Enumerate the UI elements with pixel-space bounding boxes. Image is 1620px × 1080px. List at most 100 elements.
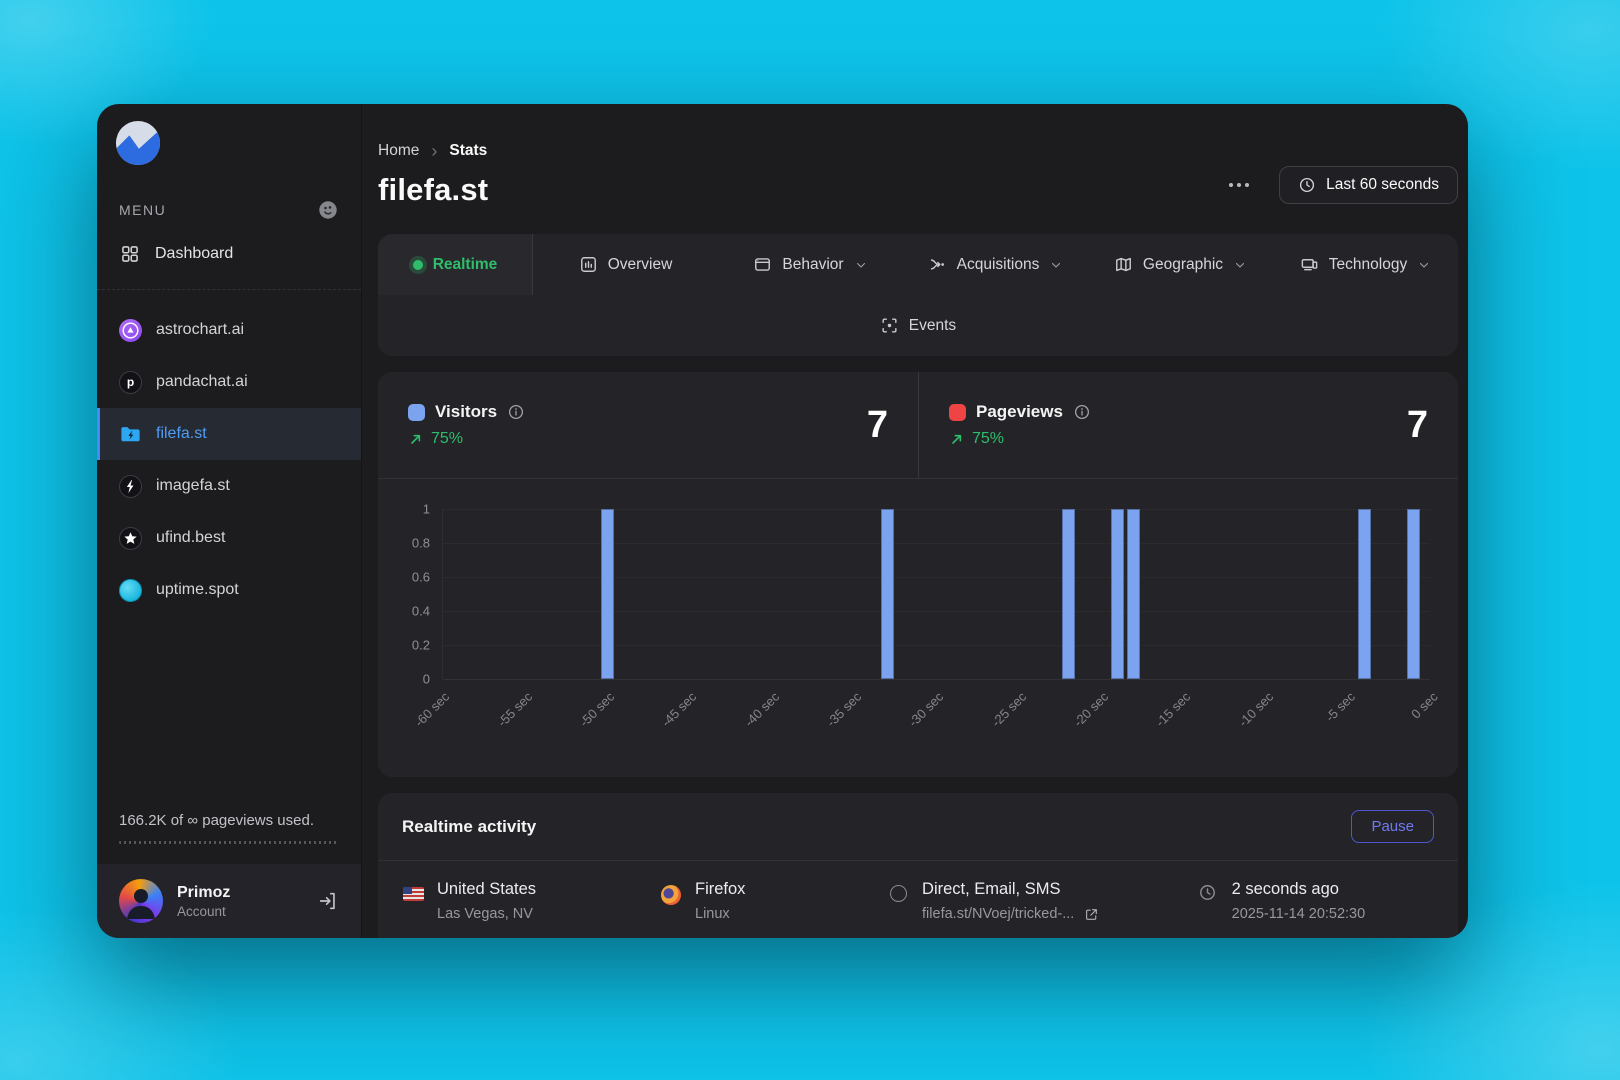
tab-events[interactable]: Events (880, 295, 956, 356)
y-tick-label: 0.2 (411, 637, 430, 653)
tabs-panel: Realtime Overview Behavior Acquisitions Geog… (378, 234, 1458, 356)
visitors-value: 7 (866, 403, 888, 446)
pause-button[interactable]: Pause (1351, 810, 1434, 843)
time-range-label: Last 60 seconds (1326, 176, 1439, 193)
tab-technology[interactable]: Technology (1273, 234, 1458, 295)
realtime-bar-chart: 1 0.8 0.6 0.4 0.2 0 -60 sec -55 sec -50 sec -45 … (378, 479, 1458, 777)
chart-plot-area (442, 509, 1430, 680)
external-link-icon[interactable] (1084, 907, 1099, 922)
overview-icon (579, 255, 598, 274)
gridline (443, 645, 1430, 646)
clock-icon (1300, 177, 1315, 193)
site-label: filefa.st (156, 425, 207, 442)
pageviews-trend: 75% (972, 430, 1005, 447)
chart-bar[interactable] (1110, 509, 1124, 679)
user-name: Primoz (177, 883, 231, 901)
sidebar: MENU Dashboard astrochart.ai p pandachat.a… (97, 104, 362, 938)
time-range-button[interactable]: Last 60 seconds (1279, 166, 1458, 204)
page-title: filefa.st (378, 172, 489, 207)
uptime-icon (119, 578, 142, 602)
activity-subvalue[interactable]: filefa.st/NVoej/tricked-... (922, 906, 1099, 922)
technology-icon (1300, 255, 1319, 274)
tab-realtime[interactable]: Realtime (378, 234, 533, 295)
tab-label: Technology (1328, 255, 1408, 273)
tab-overview[interactable]: Overview (533, 234, 718, 295)
tab-label: Realtime (432, 255, 498, 273)
chevron-down-icon (1233, 258, 1247, 272)
site-label: uptime.spot (156, 581, 239, 598)
tab-behavior[interactable]: Behavior (718, 234, 903, 295)
visitors-swatch (408, 403, 425, 421)
realtime-activity-card: Realtime activity Pause United States Las… (378, 793, 1458, 938)
activity-subtext: 2025-11-14 20:52:30 (1231, 906, 1366, 922)
tab-label: Events (908, 316, 957, 334)
chart-bar[interactable] (601, 509, 614, 679)
imagefa-icon (119, 474, 142, 498)
activity-subtext: Las Vegas, NV (437, 906, 533, 922)
chevron-down-icon (854, 258, 868, 272)
site-list: astrochart.ai p pandachat.ai filefa.st image… (97, 304, 361, 616)
tab-label: Overview (607, 255, 673, 273)
sidebar-item-uptime-spot[interactable]: uptime.spot (97, 564, 361, 616)
pageviews-label: Pageviews (976, 402, 1063, 421)
site-label: pandachat.ai (156, 373, 248, 390)
visitors-stat: Visitors 75% 7 (378, 372, 918, 478)
realtime-chart-card: Visitors 75% 7 (378, 372, 1458, 777)
usage-progress-bar (119, 841, 339, 844)
y-tick-label: 0 (422, 671, 430, 687)
flag-us-icon (402, 880, 424, 901)
tab-geographic[interactable]: Geographic (1088, 234, 1273, 295)
sidebar-item-ufind-best[interactable]: ufind.best (97, 512, 361, 564)
astrochart-icon (119, 318, 142, 342)
grid-icon (119, 243, 141, 265)
sidebar-item-astrochart-ai[interactable]: astrochart.ai (97, 304, 361, 356)
site-label: ufind.best (156, 529, 226, 546)
logout-icon[interactable] (317, 890, 339, 912)
logo-row (97, 104, 361, 175)
chart-bar[interactable] (1407, 509, 1421, 679)
sidebar-item-imagefa-st[interactable]: imagefa.st (97, 460, 361, 512)
user-panel[interactable]: Primoz Account (97, 864, 361, 938)
face-icon[interactable] (317, 199, 339, 221)
visitors-label: Visitors (435, 402, 498, 421)
chart-bar[interactable] (1127, 509, 1141, 679)
activity-subvalue: 2025-11-14 20:52:30 (1232, 906, 1366, 922)
activity-value: Firefox (695, 880, 746, 898)
info-icon[interactable] (507, 403, 525, 421)
activity-value: 2 seconds ago (1231, 880, 1339, 898)
tab-acquisitions[interactable]: Acquisitions (903, 234, 1088, 295)
activity-cell: 2 seconds ago 2025-11-14 20:52:30 (1197, 880, 1434, 922)
sidebar-item-pandachat-ai[interactable]: p pandachat.ai (97, 356, 361, 408)
pageviews-swatch (949, 403, 966, 421)
gridline (443, 577, 1430, 578)
info-icon[interactable] (1073, 403, 1091, 421)
chart-bar[interactable] (1357, 509, 1371, 679)
tab-label: Geographic (1142, 255, 1224, 273)
main-content: Home › Stats filefa.st Last 60 seconds R… (362, 104, 1468, 938)
chart-y-axis: 1 0.8 0.6 0.4 0.2 0 (396, 502, 442, 687)
y-tick-label: 0.8 (411, 535, 430, 551)
geographic-icon (1114, 255, 1133, 274)
usage-text: 166.2K of ∞ pageviews used. (119, 812, 314, 829)
tab-label: Behavior (782, 255, 844, 273)
site-label: imagefa.st (156, 477, 230, 494)
app-window: MENU Dashboard astrochart.ai p pandachat.a… (97, 104, 1468, 938)
breadcrumb-current: Stats (449, 142, 488, 159)
activity-cell: Firefox Linux (660, 880, 887, 922)
gridline (443, 679, 1430, 680)
clock-icon (1197, 880, 1219, 902)
sidebar-item-label: Dashboard (155, 245, 234, 262)
activity-value: Direct, Email, SMS (922, 880, 1061, 898)
chart-bar[interactable] (1061, 509, 1075, 679)
ellipsis-icon[interactable] (1225, 175, 1253, 195)
sidebar-item-filefa-st[interactable]: filefa.st (97, 408, 361, 460)
sidebar-item-dashboard[interactable]: Dashboard (97, 229, 361, 279)
app-logo-icon[interactable] (115, 120, 161, 166)
pageviews-value: 7 (1406, 403, 1428, 446)
activity-subvalue: Las Vegas, NV (437, 906, 536, 922)
gridline (443, 611, 1430, 612)
chart-bar[interactable] (880, 509, 894, 679)
breadcrumb-home[interactable]: Home (378, 142, 420, 159)
chevron-down-icon (1417, 258, 1431, 272)
y-tick-label: 1 (422, 501, 430, 517)
